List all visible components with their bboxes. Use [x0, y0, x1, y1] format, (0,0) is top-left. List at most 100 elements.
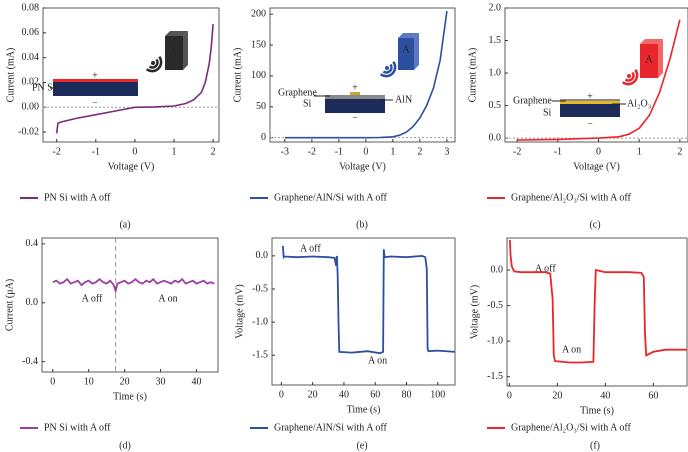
x-tick-label: 40	[600, 390, 610, 401]
cube-top	[398, 33, 419, 38]
y-tick-label: 200	[251, 8, 266, 19]
y-tick-label: -0.5	[252, 283, 268, 294]
plot-frame	[42, 7, 220, 143]
x-axis-label: Voltage (V)	[108, 161, 155, 172]
x-axis-label: Time (s)	[580, 405, 614, 416]
x-tick-label: -1	[335, 146, 343, 157]
x-tick-label: 60	[648, 390, 658, 401]
signal-source	[385, 66, 389, 70]
x-tick-label: 100	[430, 389, 445, 400]
y-tick-label: 0.5	[489, 100, 502, 111]
y-tick-label: 100	[251, 70, 266, 81]
annotation: +	[92, 70, 98, 81]
y-tick-label: 0.0	[491, 264, 504, 275]
x-tick-label: 0	[363, 146, 368, 157]
signal-wave	[379, 60, 397, 78]
annotation: Graphene	[278, 87, 317, 98]
x-tick-label: -2	[308, 146, 316, 157]
annotation: A on	[368, 355, 387, 366]
y-tick-label: -0.4	[22, 356, 38, 367]
signal-wave	[624, 71, 635, 82]
cube-front	[640, 44, 658, 78]
data-line	[517, 19, 681, 141]
y-tick-label: 150	[251, 39, 266, 50]
annotation: +	[587, 91, 593, 102]
legend-label: PN Si with A off	[44, 422, 111, 433]
cube-side	[658, 39, 663, 78]
annotation: Graphene	[513, 95, 552, 106]
plot-frame	[41, 237, 219, 373]
device-layer	[560, 99, 620, 101]
annotation: A	[402, 44, 410, 55]
data-line	[282, 245, 456, 355]
y-tick-label: 0.0	[489, 132, 502, 143]
x-axis-label: Time (s)	[113, 391, 147, 402]
x-tick-label: 1	[390, 146, 395, 157]
panel: 0 20 40 60 80 100 -1.5 -1.0 -0.5 0.0 Time (s) Volta…	[234, 237, 456, 451]
y-tick-label: -1.5	[487, 371, 503, 382]
electrode	[350, 92, 360, 95]
x-tick-label: -2	[513, 146, 521, 157]
x-tick-label: 80	[402, 389, 412, 400]
panel: -2 -1 0 1 2 -0.02 0.00 0.02 0.04 0.06 0.08 Voltage …	[5, 2, 220, 230]
signal-wave	[148, 58, 159, 69]
x-tick-label: 0	[132, 146, 137, 157]
x-tick-label: 40	[191, 376, 201, 387]
y-tick-label: 0.4	[26, 238, 39, 249]
y-axis-label: Current (μA)	[4, 279, 15, 331]
y-tick-label: 0.08	[22, 2, 40, 13]
y-tick-label: 0.04	[22, 52, 40, 63]
signal-wave	[382, 63, 393, 74]
y-tick-label: 1.5	[489, 35, 502, 46]
data-line	[55, 24, 214, 134]
device-layer	[560, 101, 620, 104]
annotation: A on	[562, 344, 581, 355]
cube-side	[183, 31, 188, 70]
y-axis-label: Current (mA)	[5, 48, 16, 103]
x-axis-label: Time (s)	[347, 404, 381, 415]
data-line	[52, 277, 215, 295]
x-tick-label: 2	[417, 146, 422, 157]
x-tick-label: 1	[637, 146, 642, 157]
data-line	[284, 10, 448, 139]
x-tick-label: 30	[156, 376, 166, 387]
annotation: A off	[535, 263, 556, 274]
panel: -2 -1 0 1 2 0.0 0.5 1.0 1.5 2.0 Voltage (V) Current…	[467, 2, 688, 230]
cube-side	[414, 33, 419, 70]
panel-caption: (c)	[589, 219, 600, 230]
x-tick-label: 20	[308, 389, 318, 400]
signal-wave	[145, 55, 163, 73]
x-tick-label: 0	[50, 376, 55, 387]
y-tick-label: 50	[256, 101, 266, 112]
annotation: Si	[303, 98, 312, 109]
plot-frame	[506, 237, 688, 387]
y-tick-label: 0	[261, 132, 266, 143]
y-tick-label: -0.5	[487, 300, 503, 311]
y-tick-label: 1.0	[489, 67, 502, 78]
legend-label: Graphene/AlN/Si with A off	[274, 192, 388, 203]
panel: -3 -2 -1 0 1 2 3 0 50 100 150 200 Voltage (V) Current…	[232, 7, 456, 230]
cube-front	[165, 36, 183, 70]
y-tick-label: 2.0	[489, 2, 502, 13]
annotation: A off	[82, 293, 103, 304]
annotation: A on	[158, 293, 177, 304]
y-tick-label: -1.0	[487, 335, 503, 346]
y-axis-label: Voltage (mV)	[469, 285, 480, 340]
device-layer	[53, 79, 138, 82]
plot-frame	[504, 7, 688, 143]
annotation: A	[645, 54, 653, 65]
plot-frame	[271, 237, 456, 386]
x-tick-label: 0	[507, 390, 512, 401]
annotation: A	[170, 46, 178, 57]
x-tick-label: 2	[211, 146, 216, 157]
x-tick-label: -1	[92, 146, 100, 157]
y-tick-label: -1.0	[252, 316, 268, 327]
signal-wave	[621, 68, 639, 86]
x-tick-label: 0	[279, 389, 284, 400]
cube-front	[398, 38, 414, 70]
y-axis-label: Voltage (mV)	[234, 284, 245, 339]
annotation: −	[587, 118, 593, 129]
y-tick-label: -1.5	[252, 349, 268, 360]
panel: 0 20 40 60 -1.5 -1.0 -0.5 0.0 Time (s) Voltage (m…	[469, 237, 688, 451]
panel-caption: (d)	[119, 440, 131, 451]
